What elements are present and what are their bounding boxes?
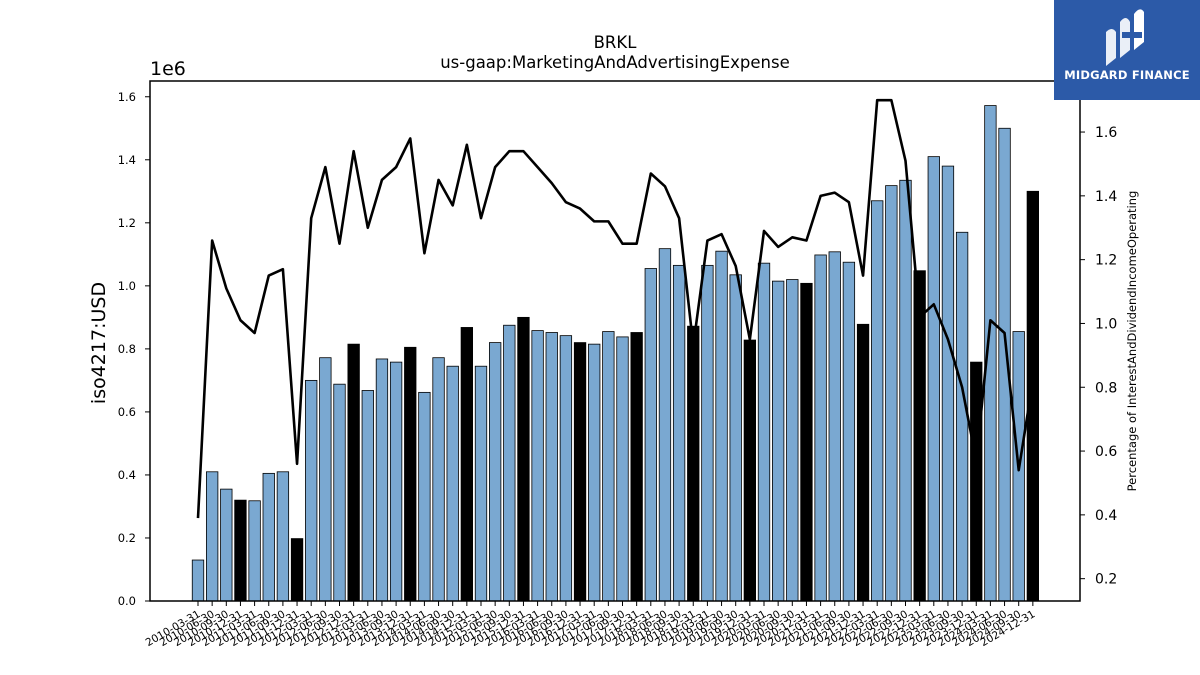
bar [743,339,756,602]
bar [333,383,346,602]
bar [488,342,502,602]
bar [842,261,856,602]
bar [913,270,926,602]
y-multiplier-label: 1e6 [150,58,186,80]
bar [319,357,332,602]
bar [432,357,445,602]
logo-mark-icon [1106,9,1144,66]
bar [630,332,643,602]
y-tick-label: 0.6 [118,405,136,419]
y2-tick-label: 1.6 [1095,125,1117,141]
bar [800,282,813,602]
bar [602,331,615,602]
y2-tick-label: 1.2 [1095,253,1117,269]
bar [545,332,558,602]
y-tick-label: 1.2 [118,216,136,230]
y2-tick-label: 0.2 [1095,572,1117,588]
axes: 0.0 0.2 0.4 0.6 0.8 1.0 1.2 1.4 1.6 0.2 0.4 0.6 0.8 1… [118,80,1117,649]
y-tick-label: 1.6 [118,90,136,104]
bar [941,165,955,602]
bar [856,323,870,602]
bar [559,335,573,602]
bar [531,330,544,602]
y-tick-label: 1.0 [118,279,136,293]
bar [474,365,488,602]
bar [375,358,389,602]
bar [573,342,587,602]
y-tick-label: 0.4 [118,468,136,482]
bar [234,499,247,602]
y2-tick-label: 0.4 [1095,508,1117,524]
bar [205,471,219,602]
bar [276,471,290,602]
bar [757,262,771,602]
bar [517,316,530,602]
bar [404,346,417,602]
bar [347,343,360,602]
bar [729,274,742,602]
bar [970,361,983,602]
bar [305,379,318,602]
bar [361,390,374,602]
bar [828,251,841,602]
bar [885,185,898,602]
bar [899,179,912,602]
bar [1026,190,1039,602]
bar [715,250,728,602]
logo: MIDGARD FINANCE [1054,0,1200,100]
bar [786,279,799,602]
bar [460,327,474,602]
y2-tick-label: 0.6 [1095,444,1117,460]
bar [503,324,516,602]
bar [672,264,686,602]
bar [658,248,672,602]
y-tick-label: 0.0 [118,594,136,608]
bar [814,254,827,602]
line-path [196,98,1035,519]
bar [191,559,205,602]
y-tick-label: 1.4 [118,153,136,167]
bar [701,264,714,602]
bar [871,200,884,602]
y2-tick-label: 1.4 [1095,189,1117,205]
bar [588,343,601,602]
bar [290,538,304,602]
bar [262,472,275,602]
line-series [196,98,1035,519]
bar-series [191,105,1039,602]
bar [772,280,785,602]
chart-title: BRKL [594,33,638,52]
bar [616,336,629,602]
chart-subtitle: us-gaap:MarketingAndAdvertisingExpense [440,53,790,72]
y-tick-label: 0.2 [118,531,136,545]
y-axis-label: iso4217:USD [88,282,110,404]
bar [418,391,431,602]
y2-tick-label: 1.0 [1095,316,1117,332]
bar [687,325,700,602]
logo-text: MIDGARD FINANCE [1064,68,1190,82]
y-tick-label: 0.8 [118,342,136,356]
plot-frame [149,80,1081,602]
bar [927,156,940,602]
bar [248,500,261,602]
bar [644,268,657,602]
bar [220,488,233,602]
y2-axis-label: Percentage of InterestAndDividendIncomeO… [1125,191,1139,492]
bar [955,231,969,602]
y2-tick-label: 0.8 [1095,380,1117,396]
bar [446,365,459,602]
bar [389,361,403,602]
